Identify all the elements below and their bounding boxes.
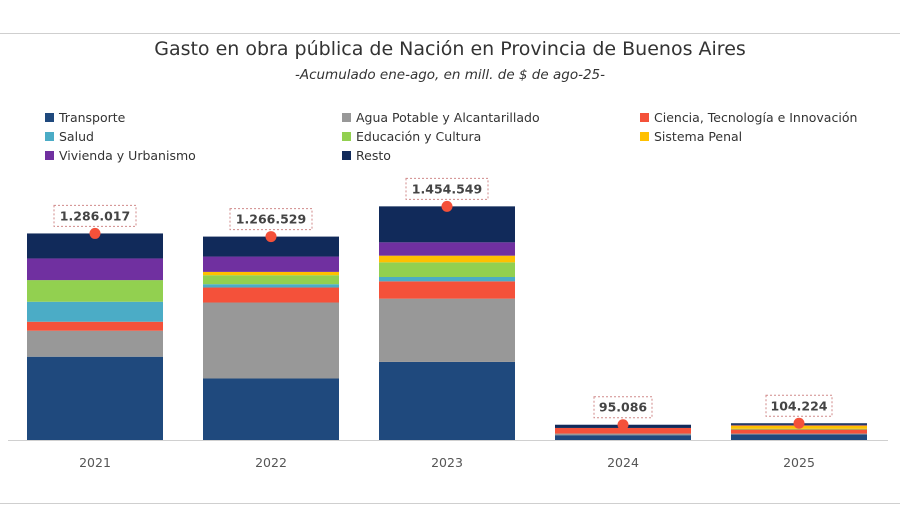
data-label-box (593, 396, 653, 419)
total-marker (793, 417, 805, 429)
legend-item: Salud (45, 129, 94, 144)
legend-label: Transporte (59, 110, 126, 125)
total-marker (265, 231, 277, 243)
bar-segment (203, 275, 339, 285)
total-marker (617, 419, 629, 431)
x-tick-label: 2022 (255, 455, 287, 470)
bar-segment (203, 236, 339, 257)
data-label: 1.266.529 (236, 212, 306, 227)
bar-segment (27, 280, 163, 302)
data-label-box (405, 177, 489, 200)
x-tick-label: 2024 (607, 455, 639, 470)
bar-segment (379, 262, 515, 277)
data-label-box (765, 394, 833, 417)
bar-segment (379, 276, 515, 282)
bar-segment (27, 258, 163, 281)
data-label-box (229, 208, 313, 231)
bar-segment (27, 321, 163, 331)
data-label-box (53, 204, 137, 227)
x-tick-label: 2025 (783, 455, 815, 470)
legend-item: Sistema Penal (640, 129, 742, 144)
legend-swatch (342, 151, 351, 160)
bar-segment (555, 427, 691, 434)
legend-item: Vivienda y Urbanismo (45, 148, 196, 163)
chart-subtitle: -Acumulado ene-ago, en mill. de $ de ago… (294, 67, 606, 83)
legend-item: Agua Potable y Alcantarillado (342, 110, 540, 125)
bar-segment (379, 206, 515, 243)
bar-segment (555, 433, 691, 436)
legend-swatch (342, 113, 351, 122)
bar-segment (731, 433, 867, 435)
bar-segment (203, 271, 339, 276)
data-label: 104.224 (771, 398, 828, 413)
bar-segment (203, 287, 339, 303)
legend-item: Transporte (45, 110, 125, 125)
data-label: 1.454.549 (412, 181, 482, 196)
legend-label: Agua Potable y Alcantarillado (356, 110, 540, 125)
legend-swatch (640, 113, 649, 122)
total-marker (89, 227, 101, 239)
bar-segment (27, 330, 163, 357)
bar-segment (379, 298, 515, 362)
legend-label: Educación y Cultura (356, 129, 482, 144)
legend-swatch (45, 132, 54, 141)
bar-segment (555, 435, 691, 440)
legend-label: Ciencia, Tecnología e Innovación (654, 110, 858, 125)
legend-swatch (640, 132, 649, 141)
legend-item: Educación y Cultura (342, 129, 481, 144)
bar-segment (379, 255, 515, 263)
legend-item: Resto (342, 148, 391, 163)
x-tick-label: 2023 (431, 455, 463, 470)
bar-segment (379, 281, 515, 299)
bar-segment (203, 302, 339, 379)
legend-item: Ciencia, Tecnología e Innovación (640, 110, 857, 125)
bar-segment (731, 429, 867, 434)
data-label: 95.086 (599, 400, 648, 415)
bar-segment (731, 428, 867, 430)
legend-swatch (342, 132, 351, 141)
legend-label: Salud (59, 129, 94, 144)
legend-label: Vivienda y Urbanismo (59, 148, 196, 163)
chart-title: Gasto en obra pública de Nación en Provi… (154, 38, 746, 60)
bar-segment (379, 361, 515, 440)
top-rule (0, 33, 900, 34)
bar-segment (203, 284, 339, 288)
legend-label: Sistema Penal (654, 129, 743, 144)
bar-segment (731, 434, 867, 440)
data-label: 1.286.017 (60, 208, 130, 223)
bar-segment (203, 378, 339, 440)
legend-label: Resto (356, 148, 391, 163)
legend-swatch (45, 113, 54, 122)
bottom-rule (0, 503, 900, 504)
bar-segment (27, 301, 163, 322)
x-tick-label: 2021 (79, 455, 111, 470)
bar-segment (379, 242, 515, 256)
bar-segment (203, 256, 339, 272)
bar-segment (27, 356, 163, 440)
total-marker (441, 200, 453, 212)
legend-swatch (45, 151, 54, 160)
